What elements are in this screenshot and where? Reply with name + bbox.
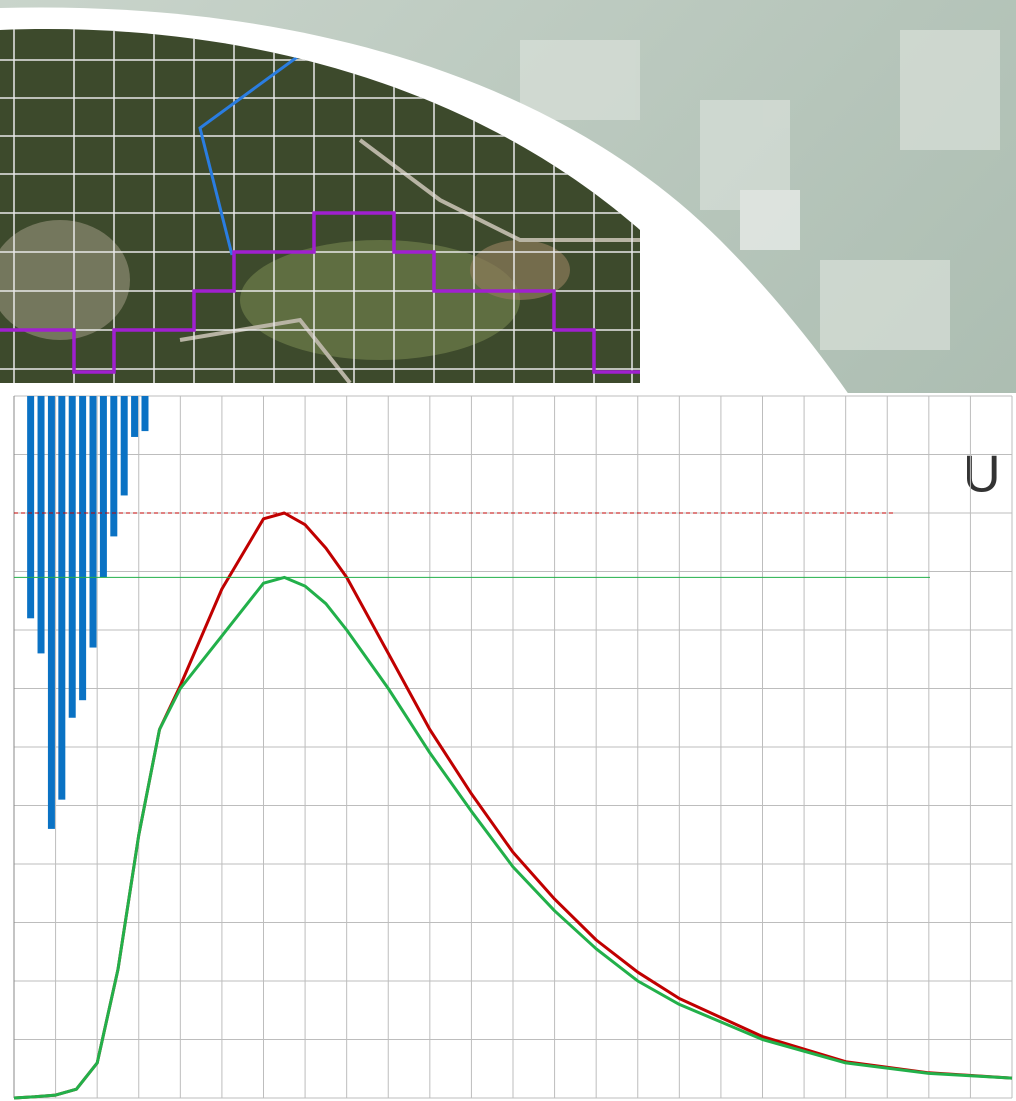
rain-bar (131, 396, 138, 437)
rain-bar (27, 396, 34, 618)
slide: U (0, 0, 1016, 1101)
rain-bar (58, 396, 65, 800)
rain-bar (79, 396, 86, 700)
rain-bar (69, 396, 76, 718)
rain-bar (48, 396, 55, 829)
rain-bar (110, 396, 117, 536)
rain-bar (141, 396, 148, 431)
rain-bar (90, 396, 97, 648)
rain-bar (100, 396, 107, 577)
rain-bar (38, 396, 45, 653)
rain-bar (121, 396, 128, 495)
